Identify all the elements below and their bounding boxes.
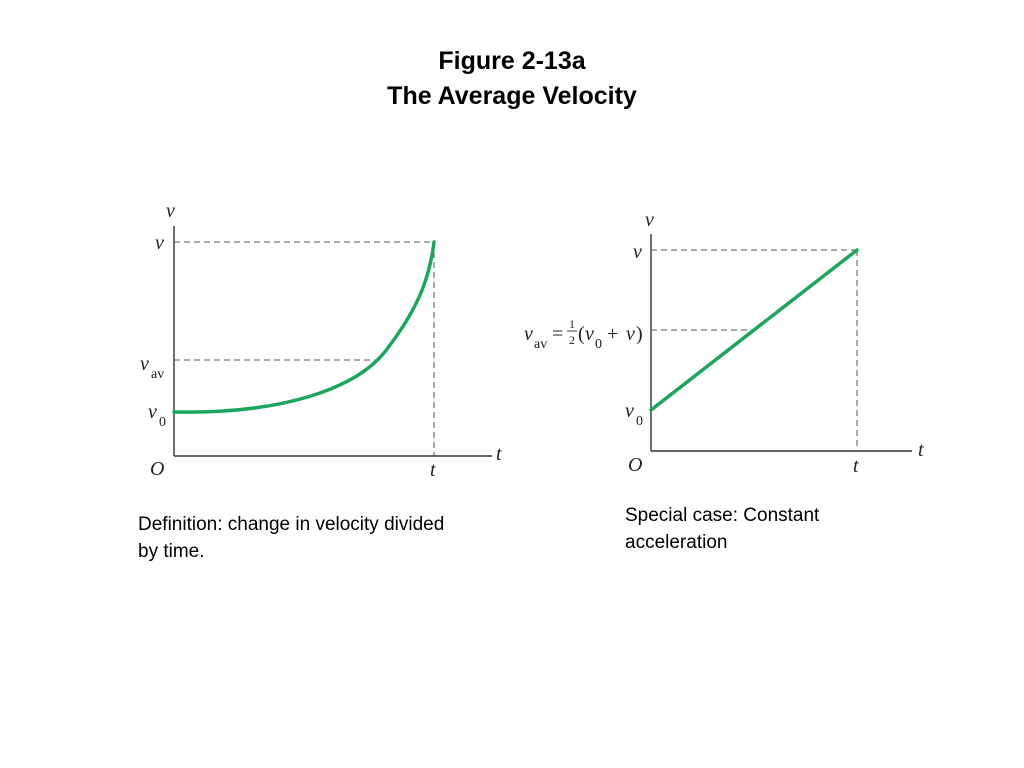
- left-velocity-curve: [172, 240, 436, 414]
- left-v0-sub: 0: [159, 415, 166, 430]
- right-x-axis-label: t: [918, 439, 924, 461]
- left-caption: Definition: change in velocity divided b…: [138, 514, 445, 562]
- left-v0-tick: v: [148, 401, 157, 423]
- vav-formula-open-paren: (: [578, 323, 585, 345]
- left-x-axis-label: t: [496, 443, 502, 465]
- right-t-tick: t: [853, 455, 859, 477]
- left-t-tick: t: [430, 459, 436, 481]
- vav-formula-half-den: 2: [569, 333, 575, 347]
- left-vav-sub: av: [151, 367, 164, 382]
- figure-number: Figure 2-13a: [438, 47, 586, 75]
- figure-title: The Average Velocity: [387, 82, 637, 110]
- vav-formula-v0: v: [585, 323, 594, 345]
- right-vav-formula: v av = 1 2 ( v 0 + v ): [524, 317, 643, 352]
- right-v-tick: v: [633, 241, 642, 263]
- right-v0-sub: 0: [636, 414, 643, 429]
- right-velocity-line: [649, 248, 859, 412]
- left-vav-tick: v: [140, 353, 149, 375]
- right-caption: Special case: Constant acceleration: [625, 505, 820, 553]
- vav-formula-equals: =: [552, 323, 563, 345]
- vav-formula-close-paren: ): [636, 323, 643, 345]
- vav-formula-half-num: 1: [569, 317, 575, 331]
- left-origin-label: O: [150, 458, 164, 480]
- vav-formula-sub: av: [534, 337, 547, 352]
- right-origin-label: O: [628, 454, 642, 476]
- vav-formula-v-final: v: [626, 323, 635, 345]
- right-y-axis-label: v: [645, 209, 654, 231]
- left-y-axis-label: v: [166, 200, 175, 222]
- vav-formula-v: v: [524, 323, 533, 345]
- left-v-tick: v: [155, 232, 164, 254]
- vav-formula-v0-sub: 0: [595, 337, 602, 352]
- vav-formula-plus: +: [607, 323, 618, 345]
- right-v0-tick: v: [625, 400, 634, 422]
